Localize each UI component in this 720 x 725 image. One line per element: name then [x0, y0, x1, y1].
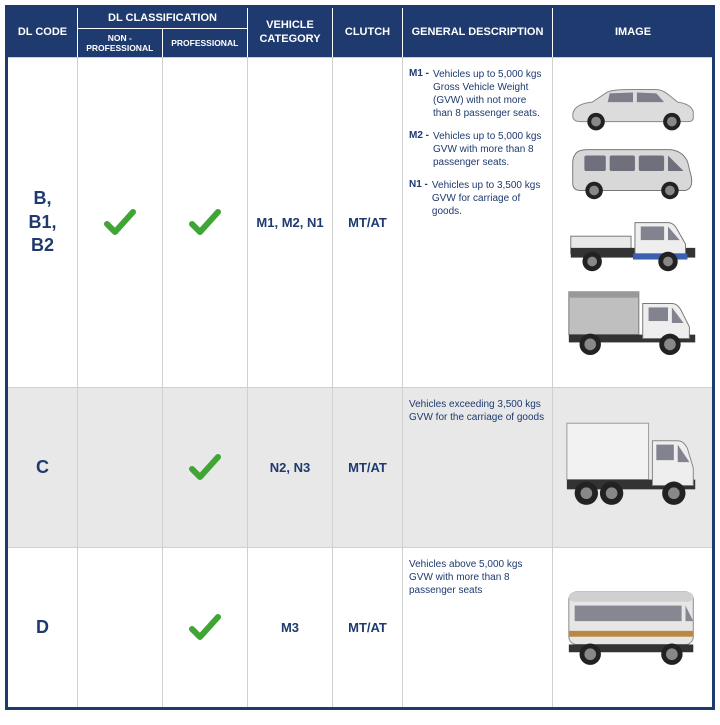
th-image: IMAGE — [553, 8, 713, 57]
vehicle-sedan-icon — [563, 82, 703, 137]
check-icon — [188, 208, 222, 238]
vehicle-box-truck-sm-icon — [563, 283, 703, 364]
cell-pro — [163, 388, 248, 547]
cell-pro — [163, 58, 248, 387]
cell-image — [553, 388, 713, 547]
cell-description: Vehicles above 5,000 kgs GVW with more t… — [403, 548, 553, 707]
cell-image — [553, 548, 713, 707]
th-dl-code: DL CODE — [8, 8, 78, 57]
desc-item: M1 -Vehicles up to 5,000 kgs Gross Vehic… — [409, 68, 546, 120]
cell-nonpro — [78, 388, 163, 547]
cell-vehicle-category: N2, N3 — [248, 388, 333, 547]
cell-description: Vehicles exceeding 3,500 kgs GVW for the… — [403, 388, 553, 547]
cell-image — [553, 58, 713, 387]
vehicle-light-truck-icon — [563, 210, 703, 279]
cell-dl-code: B, B1, B2 — [8, 58, 78, 387]
desc-text: Vehicles exceeding 3,500 kgs GVW for the… — [409, 398, 546, 424]
table-row: B, B1, B2M1, M2, N1MT/ATM1 -Vehicles up … — [8, 57, 712, 387]
desc-item: Vehicles exceeding 3,500 kgs GVW for the… — [409, 398, 546, 424]
table-row: C N2, N3MT/ATVehicles exceeding 3,500 kgs… — [8, 387, 712, 547]
vehicle-box-truck-lg-icon — [563, 416, 703, 519]
vehicle-van-icon — [563, 141, 703, 206]
desc-label: M2 - — [409, 130, 429, 169]
th-classification-group: DL CLASSIFICATION NON - PROFESSIONAL PRO… — [78, 8, 248, 57]
vehicle-bus-icon — [563, 581, 703, 674]
desc-text: Vehicles up to 3,500 kgs GVW for carriag… — [432, 179, 546, 218]
table-header: DL CODE DL CLASSIFICATION NON - PROFESSI… — [8, 8, 712, 57]
cell-description: M1 -Vehicles up to 5,000 kgs Gross Vehic… — [403, 58, 553, 387]
th-vehicle-category: VEHICLE CATEGORY — [248, 8, 333, 57]
cell-vehicle-category: M3 — [248, 548, 333, 707]
desc-item: M2 -Vehicles up to 5,000 kgs GVW with mo… — [409, 130, 546, 169]
th-clutch: CLUTCH — [333, 8, 403, 57]
desc-text: Vehicles up to 5,000 kgs Gross Vehicle W… — [433, 68, 546, 120]
desc-label: M1 - — [409, 68, 429, 120]
th-description: GENERAL DESCRIPTION — [403, 8, 553, 57]
th-pro: PROFESSIONAL — [163, 29, 248, 57]
check-icon — [188, 613, 222, 643]
desc-text: Vehicles up to 5,000 kgs GVW with more t… — [433, 130, 546, 169]
cell-dl-code: D — [8, 548, 78, 707]
cell-dl-code: C — [8, 388, 78, 547]
desc-item: Vehicles above 5,000 kgs GVW with more t… — [409, 558, 546, 597]
table-row: D M3MT/ATVehicles above 5,000 kgs GVW wit… — [8, 547, 712, 707]
th-nonpro: NON - PROFESSIONAL — [78, 29, 163, 57]
check-icon — [188, 453, 222, 483]
th-classification: DL CLASSIFICATION — [78, 8, 247, 29]
dl-table: DL CODE DL CLASSIFICATION NON - PROFESSI… — [5, 5, 715, 710]
desc-label: N1 - — [409, 179, 428, 218]
cell-nonpro — [78, 58, 163, 387]
cell-vehicle-category: M1, M2, N1 — [248, 58, 333, 387]
cell-clutch: MT/AT — [333, 388, 403, 547]
cell-clutch: MT/AT — [333, 58, 403, 387]
desc-text: Vehicles above 5,000 kgs GVW with more t… — [409, 558, 546, 597]
cell-nonpro — [78, 548, 163, 707]
cell-clutch: MT/AT — [333, 548, 403, 707]
check-icon — [103, 208, 137, 238]
cell-pro — [163, 548, 248, 707]
desc-item: N1 -Vehicles up to 3,500 kgs GVW for car… — [409, 179, 546, 218]
